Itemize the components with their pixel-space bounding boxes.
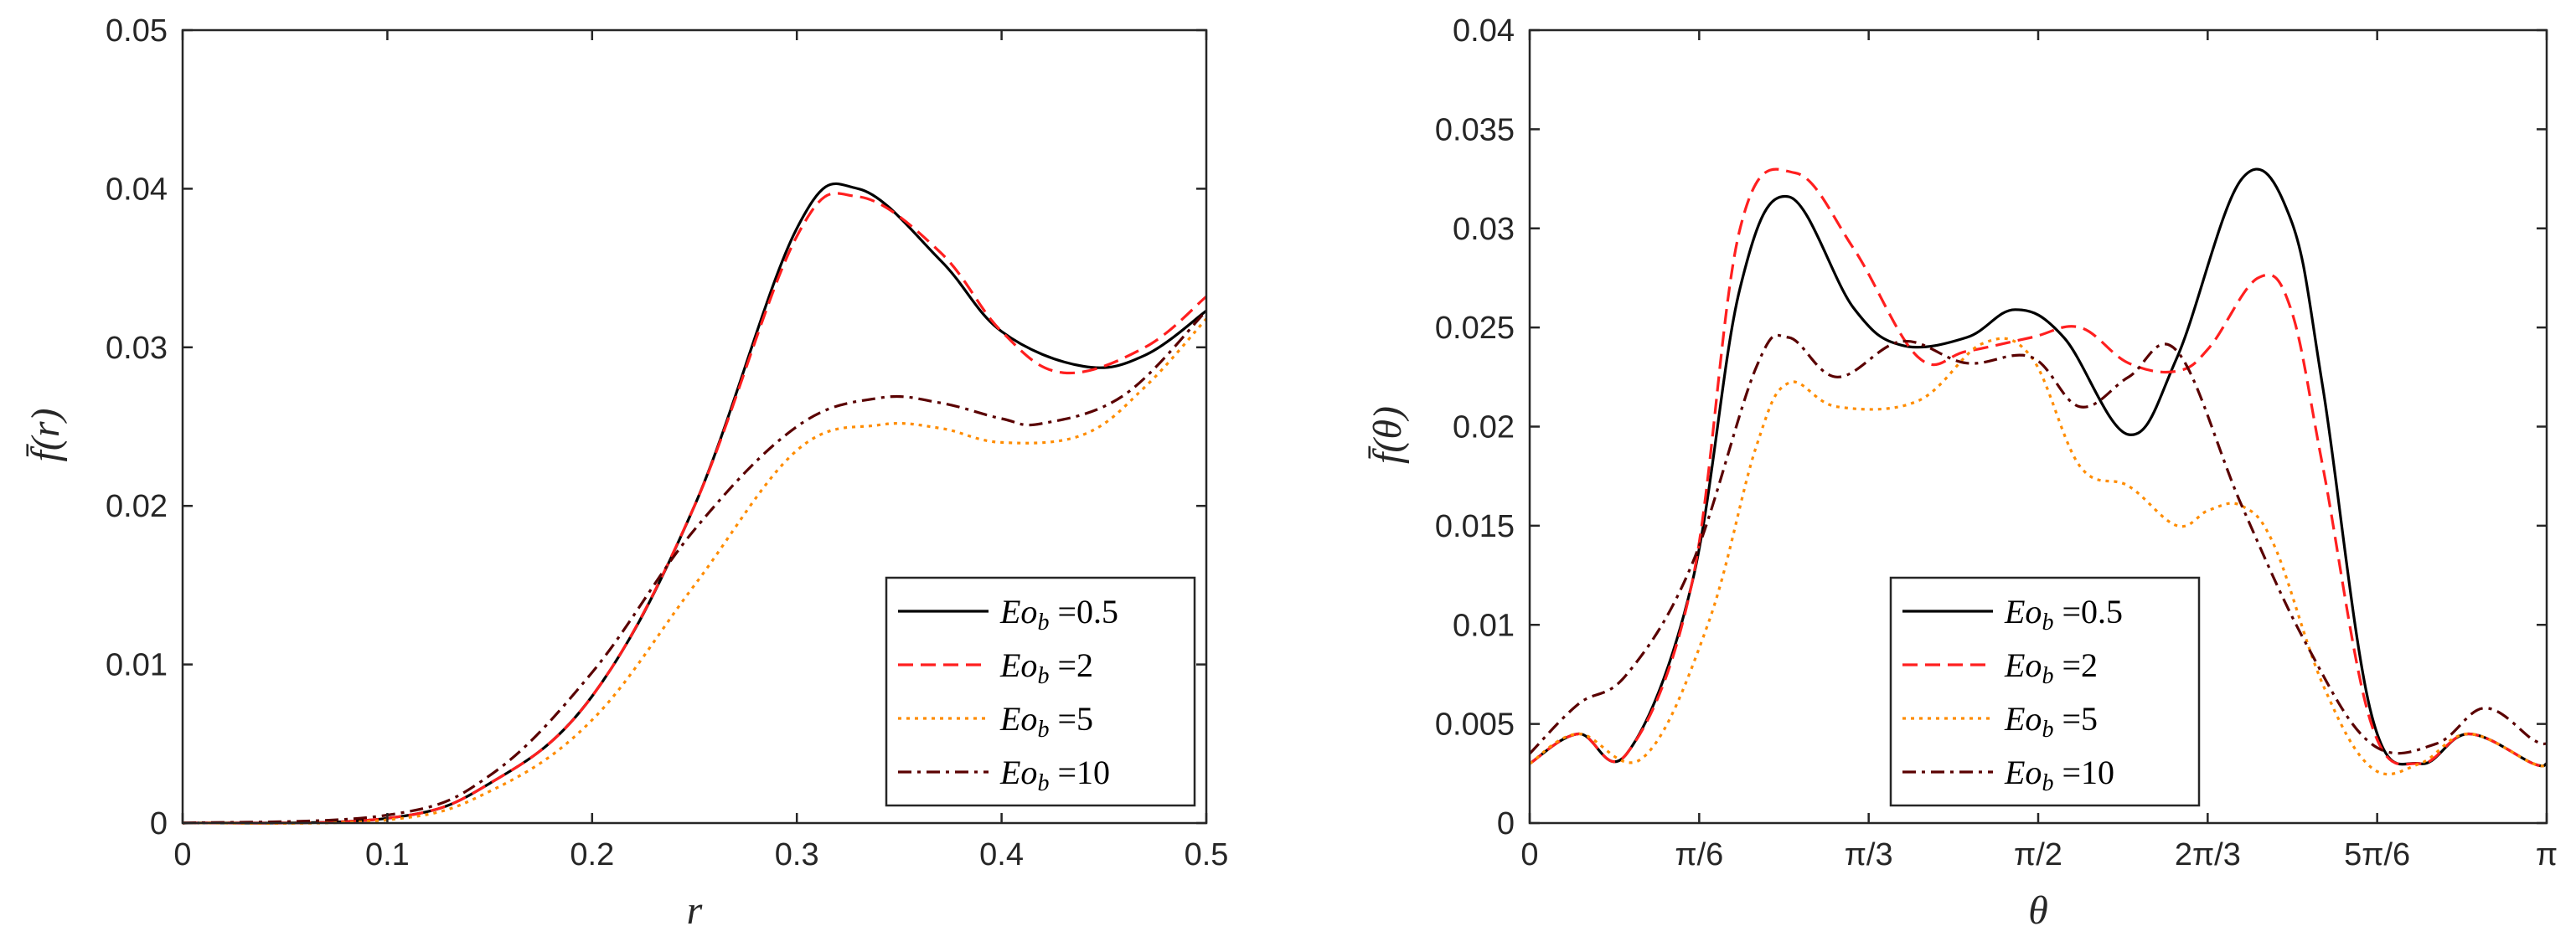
y-tick-label: 0.01 (1453, 608, 1515, 643)
legend-label: Eob =10 (2004, 754, 2114, 796)
legend-label: Eob =0.5 (2004, 593, 2123, 636)
legend: Eob =0.5 Eob =2 Eob =5 Eob =10 (885, 576, 1196, 807)
x-tick-label: π (2536, 837, 2558, 872)
legend-label: Eob =0.5 (999, 593, 1118, 636)
x-tick-label: π/3 (1845, 837, 1893, 872)
chart-radial-distribution: 0 0.1 0.2 0.3 0.4 0.5 0 0.01 0.02 0.03 0.04 0.05 r f̄… (23, 13, 1228, 933)
y-tick-label: 0.02 (106, 489, 168, 524)
legend-label: Eob =2 (2004, 646, 2098, 689)
y-tick-label: 0.05 (106, 13, 168, 49)
legend: Eob =0.5 Eob =2 Eob =5 Eob =10 (1889, 576, 2201, 807)
legend-label: Eob =10 (999, 754, 1110, 796)
y-tick-label: 0.03 (1453, 212, 1515, 247)
x-tick-label: π/2 (2014, 837, 2062, 872)
x-axis-label: r (687, 888, 703, 933)
x-tick-label: 0 (173, 837, 191, 872)
y-tick-label: 0.04 (106, 172, 168, 207)
x-tick-label: 0.4 (979, 837, 1024, 872)
x-tick-label: 0.2 (570, 837, 614, 872)
legend-label: Eob =2 (999, 646, 1093, 689)
axes-frame (181, 28, 1208, 825)
legend-label: Eob =5 (2004, 700, 2098, 743)
series-line-2 (182, 317, 1208, 825)
y-tick-label: 0.035 (1435, 112, 1515, 147)
y-tick-label: 0.04 (1453, 13, 1515, 49)
y-axis-label: f̄(θ) (1365, 406, 1410, 464)
x-tick-label: 5π/6 (2344, 837, 2410, 872)
x-tick-label: 0.1 (365, 837, 410, 872)
x-tick-label: 0.3 (775, 837, 819, 872)
series-line-3 (1528, 333, 2548, 755)
series-line-2 (1529, 337, 2548, 776)
x-tick-label: 2π/3 (2175, 837, 2241, 872)
y-tick-label: 0 (1497, 806, 1515, 841)
x-tick-label: 0 (1520, 837, 1538, 872)
series-line-3 (182, 310, 1208, 825)
y-axis-label: f̄(r) (23, 409, 68, 462)
x-tick-label: π/6 (1675, 837, 1723, 872)
legend-label: Eob =5 (999, 700, 1093, 743)
y-tick-label: 0.03 (106, 331, 168, 366)
y-tick-label: 0.005 (1435, 708, 1515, 743)
legend-box (885, 576, 1196, 807)
series-line-1 (1529, 167, 2548, 768)
series-line-0 (1529, 167, 2548, 768)
series-line-1 (182, 192, 1208, 825)
y-tick-label: 0.02 (1453, 410, 1515, 445)
legend-box (1889, 576, 2201, 807)
y-tick-label: 0.025 (1435, 311, 1515, 346)
chart-angular-distribution: 0 π/6 π/3 π/2 2π/3 5π/6 π 0 0.005 0.01 0.015 0.02 0.… (1365, 13, 2558, 933)
y-tick-label: 0.015 (1435, 509, 1515, 544)
x-axis-label: θ (2028, 888, 2048, 933)
y-tick-label: 0.01 (106, 648, 168, 683)
y-tick-label: 0 (150, 806, 168, 841)
x-tick-label: 0.5 (1185, 837, 1229, 872)
